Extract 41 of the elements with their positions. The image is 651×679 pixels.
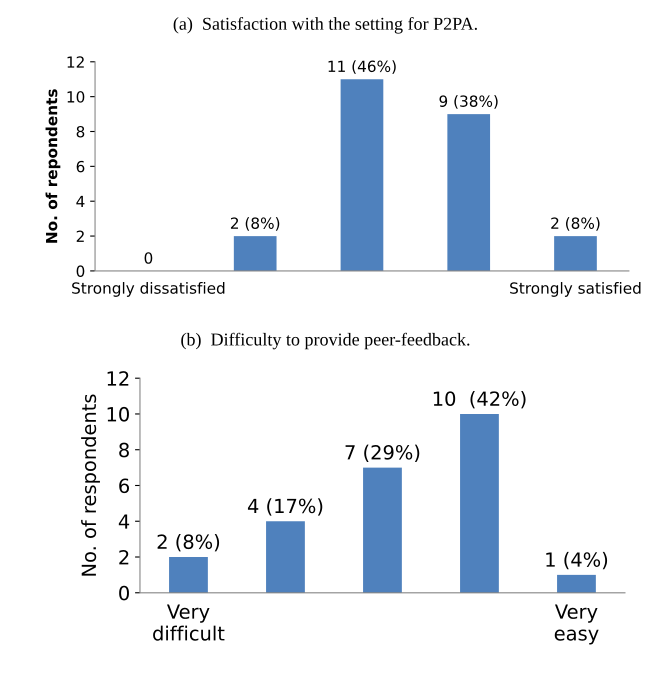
y-tick-label: 0 [119, 586, 129, 600]
y-tick-label: 4 [118, 514, 130, 529]
y-tick-label: 12 [68, 56, 84, 68]
bar [363, 468, 402, 593]
data-label: 1 (4%) [546, 552, 608, 570]
data-label: 2 (8%) [230, 217, 280, 231]
y-tick-label: 8 [76, 126, 84, 138]
data-label: 9 (38%) [439, 95, 498, 109]
y-tick-label: 0 [76, 265, 84, 277]
x-tick-label: Strongly satisfied [510, 282, 640, 297]
chart-title: (b) Difficulty to provide peer-feedback. [181, 332, 470, 350]
bar [447, 114, 490, 271]
y-tick-label: 2 [119, 550, 128, 564]
chart-title: (a) Satisfaction with the setting for P2PA. [174, 16, 477, 34]
x-tick-label: Strongly dissatisfied [72, 282, 224, 297]
data-label: 7 (29%) [346, 444, 420, 462]
y-tick-label: 12 [108, 371, 128, 386]
y-tick-label: 8 [119, 442, 129, 458]
bar [557, 574, 596, 593]
y-tick-label: 2 [76, 230, 84, 242]
data-label: 11 (46%) [328, 60, 396, 74]
bar [234, 236, 277, 271]
y-tick-label: 10 [108, 406, 129, 422]
x-tick-label: Very difficult [153, 604, 224, 641]
y-tick-label: 4 [76, 196, 84, 208]
y-axis-title: No. of respondents [81, 394, 100, 576]
data-label: 4 (17%) [248, 498, 322, 516]
data-label: 2 (8%) [551, 217, 600, 231]
bar [266, 521, 305, 593]
bar [169, 557, 208, 593]
y-tick-label: 6 [119, 478, 130, 494]
bar [340, 79, 384, 271]
data-label: 0 [144, 252, 152, 264]
y-axis-title: No. of repondents [46, 89, 60, 243]
y-tick-label: 6 [76, 160, 84, 172]
y-tick-label: 10 [68, 91, 84, 103]
bar [460, 414, 499, 593]
data-label: 2 (8%) [158, 534, 220, 552]
data-label: 10 (42%) [434, 391, 526, 408]
x-tick-label: Very easy [554, 604, 599, 644]
bar [554, 236, 597, 271]
